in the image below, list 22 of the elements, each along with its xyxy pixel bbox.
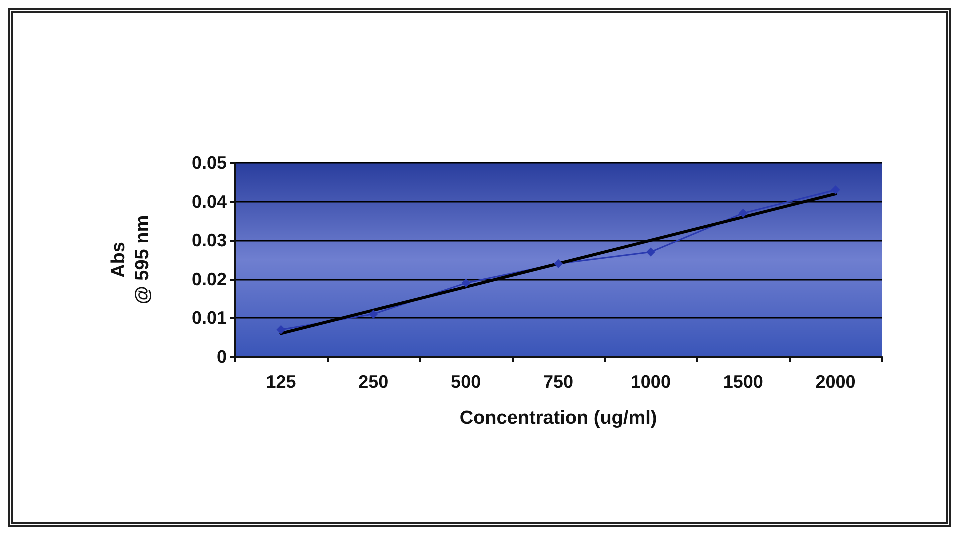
- x-axis-title: Concentration (ug/ml): [460, 408, 658, 429]
- point: [738, 208, 748, 218]
- x-tick-label: 250: [358, 372, 389, 392]
- x-tick-label: 125: [266, 372, 296, 392]
- y-tick-label: 0: [216, 347, 227, 367]
- x-tick-label: 2000: [816, 372, 856, 392]
- point: [554, 259, 563, 268]
- y-tick-label: 0.01: [192, 308, 227, 328]
- y-tick-label: 0.02: [192, 269, 227, 290]
- point: [831, 186, 840, 195]
- x-tick-label: 1000: [630, 372, 671, 392]
- x-tick-label: 500: [451, 372, 482, 392]
- y-tick-label: 0.04: [192, 192, 227, 212]
- point: [646, 248, 656, 257]
- x-tick-label: 1500: [723, 372, 764, 392]
- x-tick-label: 750: [543, 372, 574, 392]
- point: [276, 325, 286, 334]
- y-tick-label: 0.05: [192, 153, 227, 173]
- y-axis-title: Abs @ 595 nm: [108, 215, 154, 305]
- y-tick-label: 0.03: [192, 230, 227, 251]
- point: [462, 278, 471, 288]
- point: [369, 310, 378, 319]
